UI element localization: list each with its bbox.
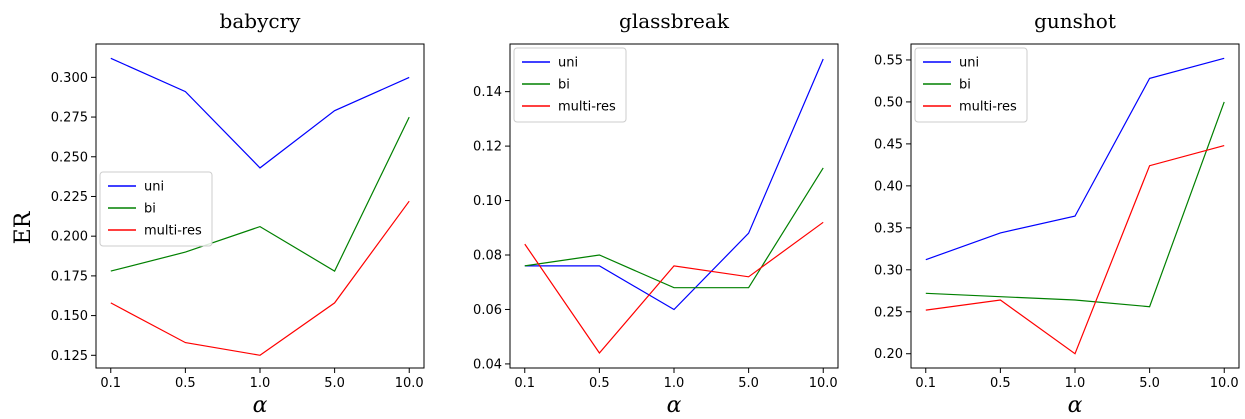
y-tick-label: 0.50 <box>874 95 903 110</box>
y-tick-label: 0.08 <box>473 249 502 264</box>
series-line-uni <box>925 57 1225 261</box>
y-tick-label: 0.04 <box>473 357 502 372</box>
chart-title: babycry <box>220 9 302 33</box>
x-tick-label: 10.0 <box>395 376 424 391</box>
y-tick-label: 0.25 <box>874 305 903 320</box>
x-axis-label: α <box>1068 393 1083 418</box>
legend-label-bi: bi <box>144 202 156 217</box>
x-tick-label: 1.0 <box>664 376 685 391</box>
x-tick-label: 10.0 <box>809 376 838 391</box>
chart-title: gunshot <box>1034 9 1116 33</box>
x-tick-label: 5.0 <box>324 376 345 391</box>
legend-label-bi: bi <box>959 78 971 93</box>
series-line-bi <box>524 167 824 289</box>
series-line-multi-res <box>925 145 1225 355</box>
y-tick-label: 0.275 <box>51 111 88 126</box>
y-tick-label: 0.125 <box>51 349 88 364</box>
x-tick-label: 5.0 <box>1139 376 1160 391</box>
x-tick-label: 5.0 <box>738 376 759 391</box>
y-tick-label: 0.225 <box>51 190 88 205</box>
legend: uni bi multi-res <box>914 47 1028 123</box>
x-tick-label: 0.5 <box>175 376 196 391</box>
legend-box <box>513 47 627 123</box>
legend-label-uni: uni <box>959 56 979 71</box>
y-tick-label: 0.20 <box>874 347 903 362</box>
series-line-multi-res <box>524 221 824 354</box>
y-tick-label: 0.40 <box>874 179 903 194</box>
figure-ylabel: ER <box>11 210 36 244</box>
series-line-bi <box>110 116 410 272</box>
series-line-multi-res <box>110 200 410 356</box>
y-tick-label: 0.12 <box>473 140 502 155</box>
chart-panel-gunshot: gunshot 0.20 0.25 0.30 0.35 0.40 0.45 0.50 0.55 0… <box>874 9 1240 418</box>
x-tick-label: 0.5 <box>990 376 1011 391</box>
series-line-uni <box>110 57 410 169</box>
chart-panel-glassbreak: glassbreak 0.04 0.06 0.08 0.10 0.12 0.14 0.1 0.5… <box>473 9 839 418</box>
y-tick-label: 0.175 <box>51 269 88 284</box>
chart-panel-babycry: babycry 0.125 0.150 0.175 0.200 0.225 0.250 0.2… <box>51 9 425 418</box>
x-tick-label: 0.5 <box>589 376 610 391</box>
chart-title: glassbreak <box>619 9 730 33</box>
legend-label-bi: bi <box>558 78 570 93</box>
legend-label-uni: uni <box>144 180 164 195</box>
y-tick-label: 0.06 <box>473 303 502 318</box>
x-axis-label: α <box>253 393 268 418</box>
x-tick-label: 10.0 <box>1210 376 1239 391</box>
y-tick-label: 0.14 <box>473 85 502 100</box>
y-tick-label: 0.150 <box>51 309 88 324</box>
x-tick-label: 1.0 <box>1065 376 1086 391</box>
plot-frame <box>910 43 1240 369</box>
legend-label-multi-res: multi-res <box>558 100 616 115</box>
plot-frame <box>509 43 839 369</box>
legend-label-multi-res: multi-res <box>144 224 202 239</box>
legend-label-uni: uni <box>558 56 578 71</box>
y-tick-label: 0.10 <box>473 194 502 209</box>
x-axis-label: α <box>667 393 682 418</box>
legend-label-multi-res: multi-res <box>959 100 1017 115</box>
plot-frame <box>95 43 425 369</box>
y-tick-label: 0.35 <box>874 221 903 236</box>
x-tick-label: 0.1 <box>915 376 936 391</box>
y-tick-label: 0.300 <box>51 71 88 86</box>
x-tick-label: 1.0 <box>250 376 271 391</box>
legend-box <box>914 47 1028 123</box>
y-tick-label: 0.30 <box>874 263 903 278</box>
legend-box <box>99 171 213 247</box>
legend: uni bi multi-res <box>99 171 213 247</box>
y-tick-label: 0.200 <box>51 230 88 245</box>
x-tick-label: 0.1 <box>514 376 535 391</box>
y-tick-label: 0.250 <box>51 150 88 165</box>
series-line-uni <box>524 58 824 311</box>
y-tick-label: 0.45 <box>874 137 903 152</box>
x-tick-label: 0.1 <box>100 376 121 391</box>
y-tick-label: 0.55 <box>874 53 903 68</box>
legend: uni bi multi-res <box>513 47 627 123</box>
series-line-bi <box>925 101 1225 308</box>
